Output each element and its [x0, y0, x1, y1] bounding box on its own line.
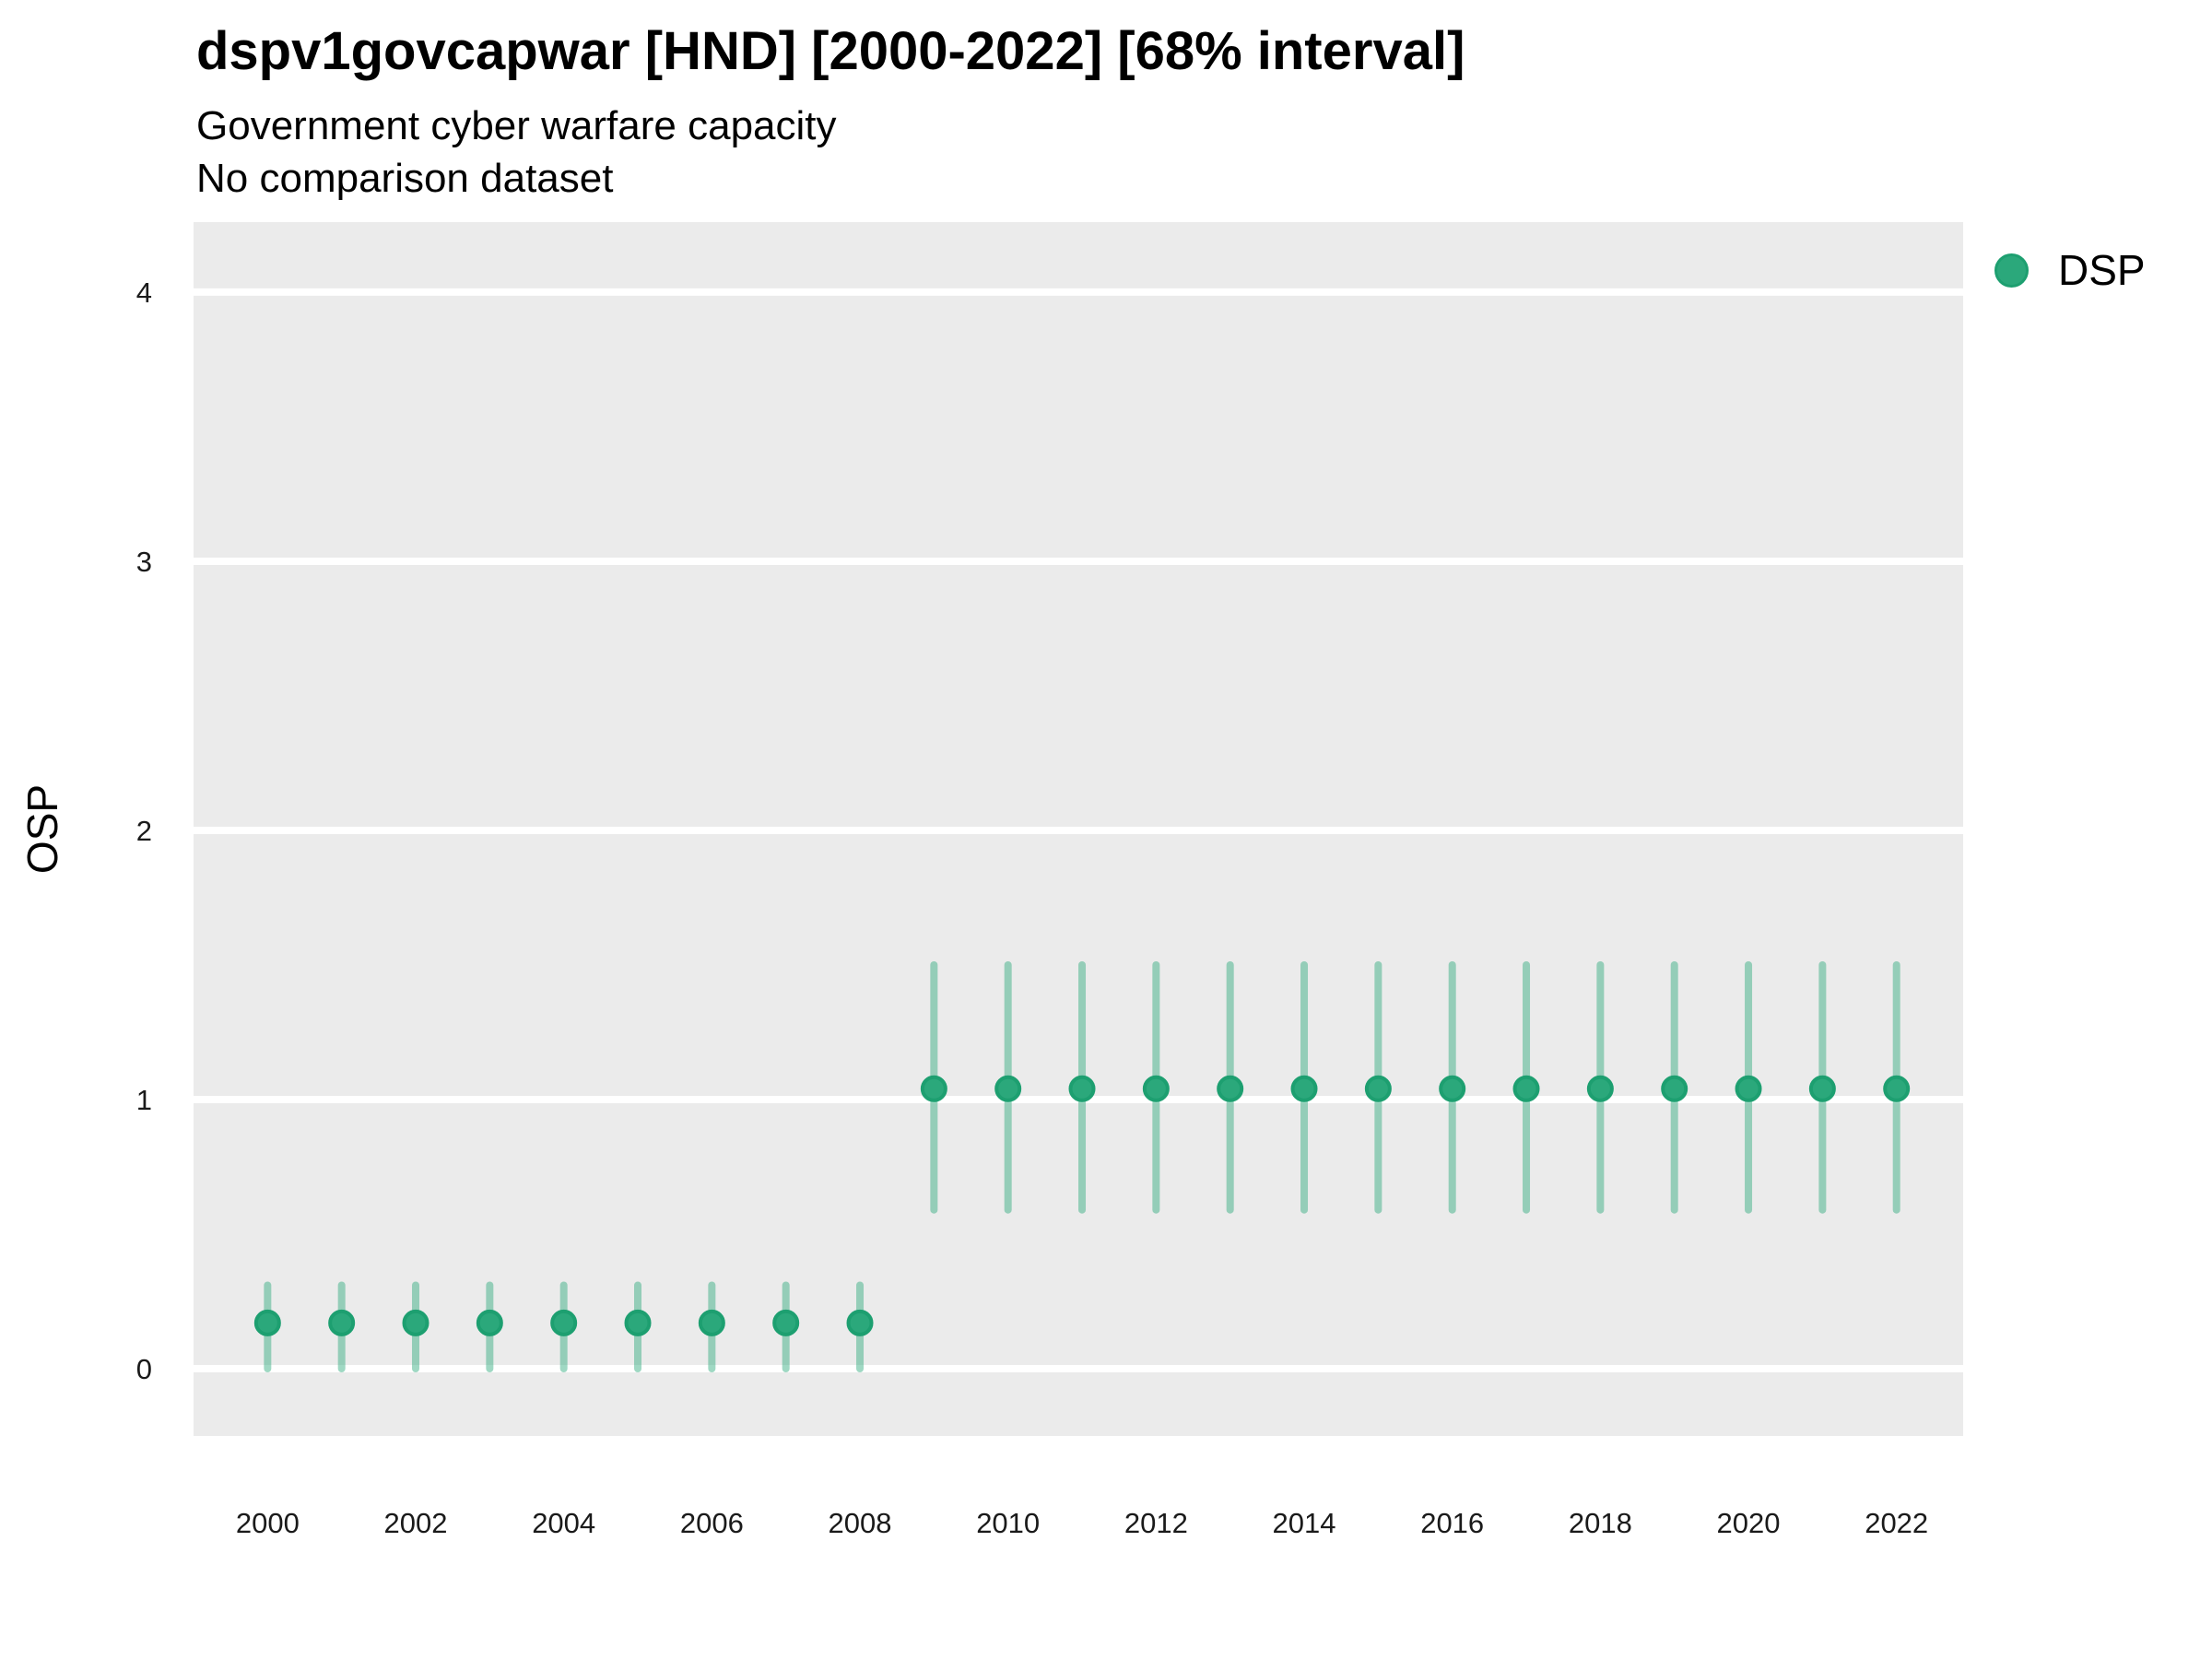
- data-point: [1439, 1075, 1466, 1102]
- y-tick-label: 1: [136, 1084, 152, 1116]
- x-tick-label: 2006: [680, 1507, 744, 1539]
- data-point: [1735, 1075, 1762, 1102]
- y-axis-title: OSP: [18, 784, 66, 874]
- x-tick-label: 2012: [1124, 1507, 1188, 1539]
- legend: DSP: [1994, 249, 2146, 291]
- data-point: [328, 1309, 356, 1336]
- data-point: [772, 1309, 800, 1336]
- data-point: [624, 1309, 652, 1336]
- x-axis-tick-labels: 2000 2002 2004 2006 2008 2010 2012 2014 2016 2018…: [236, 1507, 1928, 1539]
- data-point: [1142, 1075, 1170, 1102]
- x-tick-label: 2016: [1420, 1507, 1484, 1539]
- data-point: [1364, 1075, 1392, 1102]
- data-point: [1512, 1075, 1540, 1102]
- x-tick-label: 2018: [1569, 1507, 1632, 1539]
- data-point: [698, 1309, 725, 1336]
- x-tick-label: 2004: [532, 1507, 595, 1539]
- data-point: [1290, 1075, 1318, 1102]
- x-tick-label: 2008: [829, 1507, 892, 1539]
- data-point: [550, 1309, 578, 1336]
- data-point: [1217, 1075, 1244, 1102]
- legend-dot-dsp: [1994, 253, 2029, 288]
- y-tick-label: 3: [136, 546, 152, 578]
- y-tick-label: 2: [136, 815, 152, 847]
- x-tick-label: 2020: [1717, 1507, 1781, 1539]
- x-tick-label: 2014: [1273, 1507, 1336, 1539]
- data-point: [1808, 1075, 1836, 1102]
- legend-label-dsp: DSP: [2058, 246, 2146, 294]
- chart-subtitle: Government cyber warfare capacity: [196, 103, 837, 148]
- y-axis-tick-labels: 0 1 2 3 4: [136, 276, 152, 1385]
- x-tick-label: 2002: [384, 1507, 448, 1539]
- data-point: [1883, 1075, 1911, 1102]
- data-points: [253, 1075, 1911, 1336]
- data-point: [1661, 1075, 1688, 1102]
- chart-title: dspv1govcapwar [HND] [2000-2022] [68% in…: [196, 21, 1465, 81]
- x-tick-label: 2010: [976, 1507, 1040, 1539]
- data-point: [476, 1309, 503, 1336]
- data-point: [1586, 1075, 1614, 1102]
- y-tick-label: 4: [136, 276, 152, 309]
- x-tick-label: 2022: [1865, 1507, 1928, 1539]
- data-point: [1068, 1075, 1096, 1102]
- data-point: [846, 1309, 874, 1336]
- data-point: [402, 1309, 429, 1336]
- y-tick-label: 0: [136, 1353, 152, 1385]
- x-tick-label: 2000: [236, 1507, 300, 1539]
- data-point: [994, 1075, 1022, 1102]
- chart-note: No comparison dataset: [196, 156, 614, 201]
- data-point: [920, 1075, 947, 1102]
- data-point: [253, 1309, 281, 1336]
